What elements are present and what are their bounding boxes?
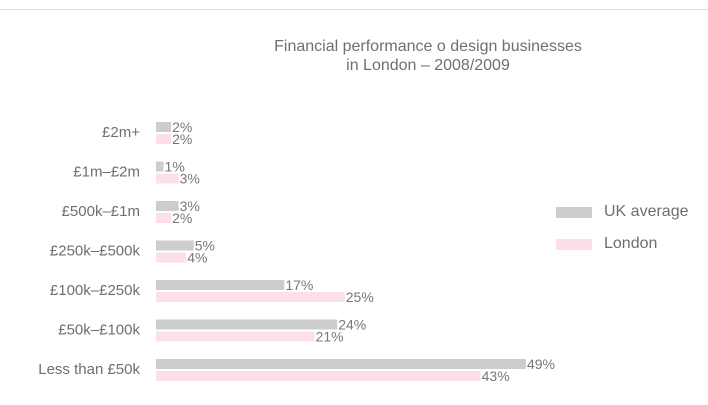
value-label-uk-average-50k-100k: 24% (338, 317, 366, 333)
value-label-uk-average-250k-500k: 5% (195, 238, 215, 254)
bar-london-50k-100k (156, 331, 315, 342)
category-label-250k-500k: £250k–£500k (50, 243, 141, 260)
value-label-london-250k-500k: 4% (187, 250, 207, 266)
category-label-100k-250k: £100k–£250k (50, 282, 141, 299)
legend-label-uk-average: UK average (604, 203, 689, 220)
value-label-london-500k-1m: 2% (172, 210, 192, 226)
category-label-2m: £2m+ (102, 124, 140, 141)
legend-item-uk-average: UK average (556, 202, 689, 222)
value-label-uk-average-1m-2m: 1% (165, 159, 185, 175)
bar-london-500k-1m (156, 213, 172, 223)
chart-title-line-2: in London – 2008/2009 (346, 57, 510, 74)
bar-uk-average-1m-2m (156, 161, 164, 172)
bar-london-2m (156, 134, 172, 144)
legend-item-london: London (556, 234, 689, 254)
bar-uk-average-50k-100k (156, 319, 338, 330)
legend-swatch-uk-average (556, 206, 592, 218)
category-label-less-than-50k: Less than £50k (38, 361, 140, 378)
legend: UK average London (556, 202, 689, 266)
category-label-1m-2m: £1m–£2m (73, 164, 140, 181)
category-label-50k-100k: £50k–£100k (58, 322, 140, 339)
bar-uk-average-2m (156, 122, 172, 132)
value-label-london-less-than-50k: 43% (482, 368, 510, 384)
bar-uk-average-100k-250k (156, 280, 285, 290)
chart-title-line-1: Financial performance o design businesse… (274, 38, 582, 55)
value-label-london-100k-250k: 25% (346, 289, 374, 305)
legend-label-london: London (604, 235, 658, 252)
bar-london-less-than-50k (156, 371, 481, 381)
bar-uk-average-less-than-50k (156, 359, 526, 369)
chart-title: Financial performance o design businesse… (228, 37, 628, 75)
bar-uk-average-500k-1m (156, 201, 179, 211)
value-label-london-1m-2m: 3% (180, 171, 200, 187)
value-label-london-50k-100k: 21% (316, 329, 344, 345)
bar-london-1m-2m (156, 173, 179, 184)
value-label-uk-average-less-than-50k: 49% (527, 356, 555, 372)
value-label-uk-average-2m: 2% (172, 119, 192, 135)
legend-swatch-london (556, 238, 592, 250)
top-divider (0, 9, 708, 10)
bar-uk-average-250k-500k (156, 240, 194, 251)
value-label-uk-average-100k-250k: 17% (285, 277, 313, 293)
value-label-uk-average-500k-1m: 3% (180, 198, 200, 214)
bar-london-250k-500k (156, 252, 187, 263)
value-label-london-2m: 2% (172, 131, 192, 147)
category-label-500k-1m: £500k–£1m (62, 203, 140, 220)
bar-london-100k-250k (156, 292, 345, 302)
